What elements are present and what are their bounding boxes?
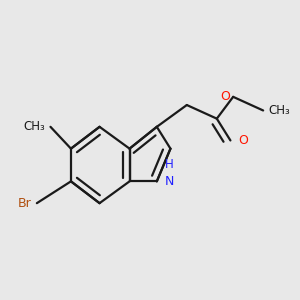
Text: CH₃: CH₃ <box>268 104 290 117</box>
Text: H: H <box>165 158 174 172</box>
Text: N: N <box>165 175 174 188</box>
Text: CH₃: CH₃ <box>23 120 45 133</box>
Text: Br: Br <box>18 197 32 210</box>
Text: O: O <box>238 134 248 147</box>
Text: O: O <box>220 90 230 103</box>
